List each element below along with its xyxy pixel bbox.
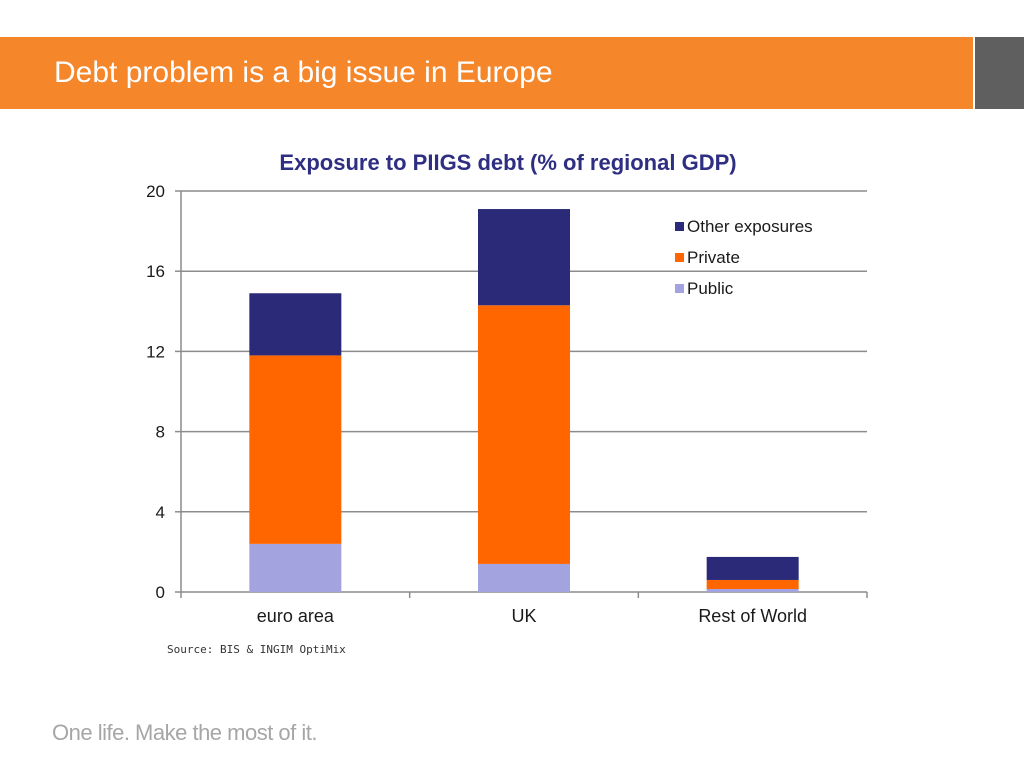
bar-segment-private-rest-of-world [706, 579, 799, 589]
header-accent [975, 37, 1024, 109]
legend-label: Private [687, 248, 740, 267]
header-bar [0, 37, 973, 109]
tagline: One life. Make the most of it. [52, 720, 318, 745]
bar-segment-other-exposures-euro-area [249, 293, 342, 356]
bar-segment-private-uk [478, 305, 570, 564]
legend-swatch-private [675, 253, 684, 262]
y-tick-label: 4 [156, 503, 165, 522]
y-tick-label: 0 [156, 583, 165, 602]
bar-segment-public-euro-area [249, 543, 342, 592]
y-tick-label: 20 [146, 182, 165, 201]
legend-swatch-public [675, 284, 684, 293]
source-note: Source: BIS & INGIM OptiMix [167, 643, 346, 656]
slide-title: Debt problem is a big issue in Europe [54, 56, 553, 89]
x-tick-label: euro area [257, 606, 335, 626]
x-tick-label: UK [511, 606, 536, 626]
y-tick-label: 16 [146, 262, 165, 281]
legend-swatch-other-exposures [675, 222, 684, 231]
x-tick-label: Rest of World [698, 606, 807, 626]
y-tick-label: 12 [146, 342, 165, 361]
bar-segment-other-exposures-rest-of-world [706, 556, 799, 580]
bar-segment-other-exposures-uk [478, 209, 570, 306]
y-tick-label: 8 [156, 423, 165, 442]
bar-segment-private-euro-area [249, 355, 342, 544]
chart-title: Exposure to PIIGS debt (% of regional GD… [279, 150, 736, 175]
legend-label: Other exposures [687, 217, 813, 236]
legend-label: Public [687, 279, 734, 298]
bar-segment-public-rest-of-world [706, 588, 799, 592]
bar-segment-public-uk [478, 563, 570, 592]
